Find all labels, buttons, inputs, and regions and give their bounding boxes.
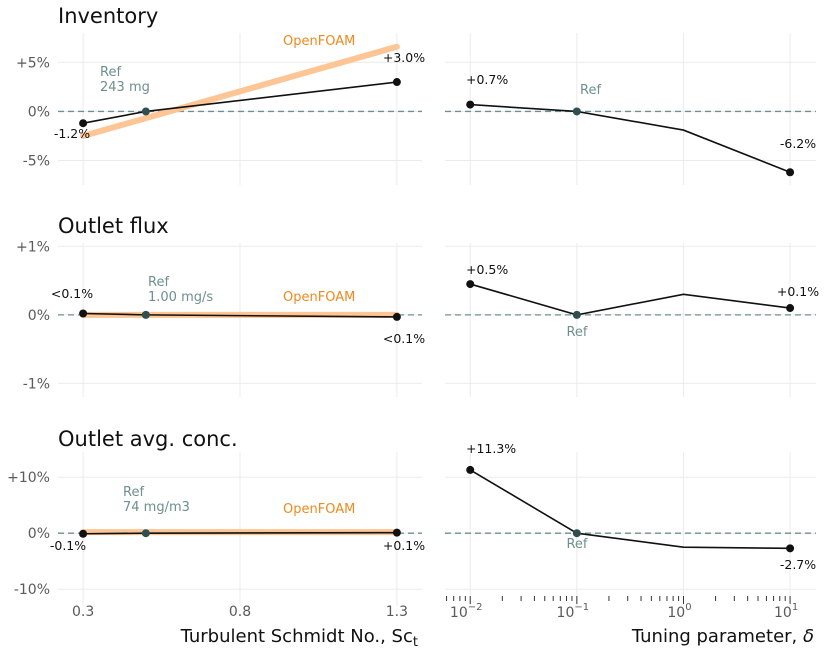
- x-axis-label-right: Tuning parameter, δ: [631, 626, 814, 647]
- data-label: -6.2%: [780, 136, 816, 151]
- data-label: -2.7%: [780, 557, 816, 572]
- data-label: +11.3%: [466, 441, 516, 456]
- ref-label: Ref: [566, 325, 587, 340]
- y-tick-label: 0%: [28, 308, 50, 324]
- data-point: [786, 544, 795, 553]
- y-tick-label: +10%: [7, 470, 50, 486]
- data-label: +0.1%: [383, 538, 425, 553]
- x-tick-label: 100: [667, 602, 691, 621]
- openfoam-label: OpenFOAM: [283, 290, 355, 305]
- ref-value-label: 1.00 mg/s: [148, 290, 213, 305]
- panel-row-1: Inventory +5% 0% -5%: [16, 4, 816, 185]
- ref-point: [572, 107, 581, 116]
- data-label: <0.1%: [383, 331, 425, 346]
- data-point: [786, 168, 795, 177]
- data-label: +0.5%: [466, 262, 508, 277]
- data-label: +0.1%: [777, 284, 819, 299]
- x-tick-label: 10−2: [450, 602, 483, 621]
- data-label: +0.7%: [466, 72, 508, 87]
- data-point: [392, 528, 401, 537]
- x-tick-label: 1.3: [386, 604, 408, 620]
- ref-point: [141, 107, 150, 116]
- openfoam-line: [80, 43, 400, 139]
- panel-row-2: Outlet flux +1% 0% -1%: [16, 214, 816, 397]
- data-point: [466, 100, 475, 109]
- ref-label: Ref: [100, 65, 121, 80]
- x-axis-label-left: Turbulent Schmidt No., Sct: [180, 626, 418, 650]
- data-point: [79, 309, 88, 318]
- y-tick-label: -5%: [23, 153, 50, 169]
- x-tick-label: 0.8: [229, 604, 251, 620]
- data-label: -0.1%: [50, 538, 86, 553]
- openfoam-label: OpenFOAM: [283, 502, 355, 517]
- ref-label: Ref: [580, 83, 601, 98]
- x-tick-label: 0.3: [72, 604, 94, 620]
- y-tick-label: +5%: [16, 55, 50, 71]
- data-label: +3.0%: [383, 50, 425, 65]
- openfoam-label: OpenFOAM: [283, 34, 355, 49]
- panel-title: Outlet avg. conc.: [58, 427, 238, 451]
- ref-label: Ref: [566, 537, 587, 552]
- panel-title: Outlet flux: [58, 214, 169, 238]
- x-tick-label: 101: [774, 602, 798, 621]
- panel-row-3: Outlet avg. conc. +10% 0% -10%: [7, 427, 816, 606]
- ref-value-label: 74 mg/m3: [123, 500, 190, 515]
- data-point: [466, 280, 475, 289]
- log-minor-ticks: [446, 596, 791, 604]
- y-tick-label: +1%: [16, 239, 50, 255]
- y-tick-label: 0%: [28, 526, 50, 542]
- ref-point: [141, 310, 150, 319]
- data-point: [466, 465, 475, 474]
- right-series-line: [470, 103, 791, 173]
- x-tick-label: 10−1: [557, 602, 590, 621]
- ref-point: [572, 310, 581, 319]
- right-series-line: [470, 283, 791, 316]
- data-label: -1.2%: [54, 126, 90, 141]
- panel-title: Inventory: [58, 4, 158, 28]
- ref-point: [141, 529, 150, 538]
- ref-label: Ref: [123, 485, 144, 500]
- data-label: <0.1%: [51, 286, 93, 301]
- right-series-line: [469, 469, 791, 550]
- y-tick-label: -1%: [23, 376, 50, 392]
- data-point: [786, 304, 795, 313]
- data-point: [392, 78, 401, 87]
- data-point: [392, 312, 401, 321]
- y-tick-label: 0%: [28, 104, 50, 120]
- ref-label: Ref: [148, 275, 169, 290]
- ref-value-label: 243 mg: [100, 80, 150, 95]
- ref-point: [572, 529, 581, 538]
- data-point: [79, 119, 88, 128]
- y-tick-label: -10%: [14, 582, 50, 598]
- data-point: [79, 529, 88, 538]
